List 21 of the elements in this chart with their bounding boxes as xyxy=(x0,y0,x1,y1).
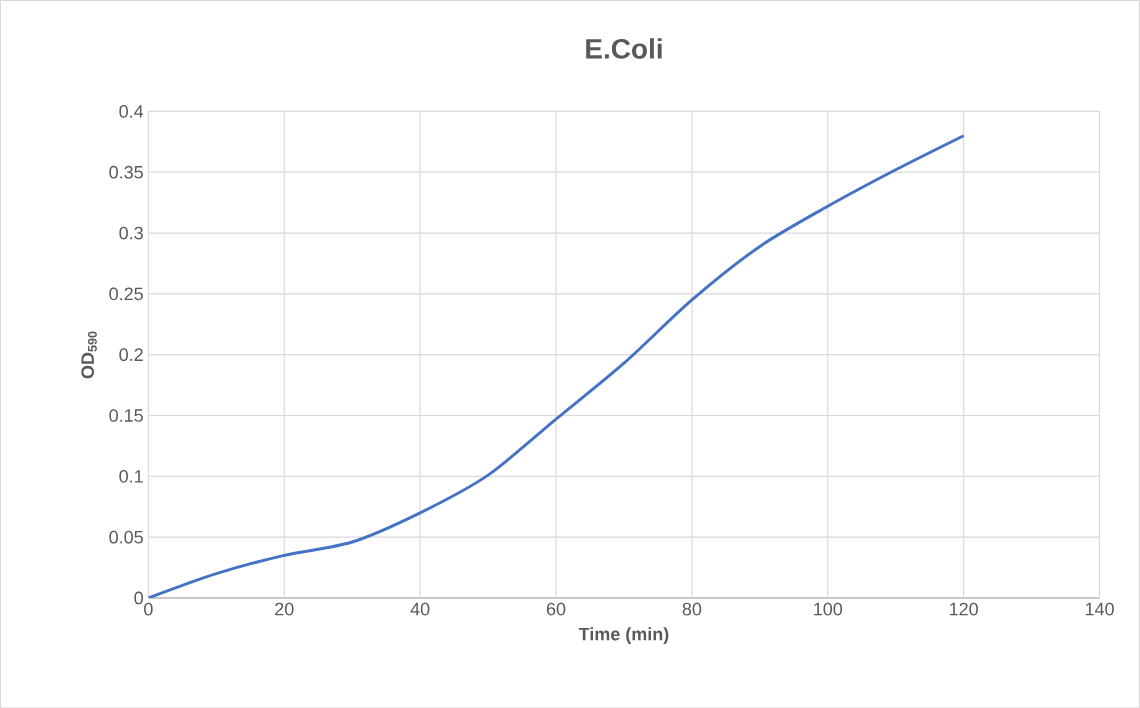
x-axis-title: Time (min) xyxy=(578,627,669,644)
x-tick-label: 40 xyxy=(410,602,430,616)
line-series xyxy=(148,134,966,598)
y-tick-label: 0.15 xyxy=(109,408,143,422)
x-tick-label: 80 xyxy=(682,602,702,616)
chart-title: E.Coli xyxy=(586,38,662,59)
x-tick-label: 60 xyxy=(546,602,566,616)
y-tick-label: 0 xyxy=(134,591,143,605)
x-tick-label: 120 xyxy=(950,602,978,616)
y-tick-label: 0.4 xyxy=(119,104,144,118)
y-tick-label: 0.2 xyxy=(119,348,143,361)
y-tick-label: 0.25 xyxy=(109,287,143,301)
x-tick-label: 100 xyxy=(814,602,843,616)
x-tick-label: 20 xyxy=(275,602,294,616)
x-tick-label: 140 xyxy=(1085,602,1114,616)
y-tick-label: 0.35 xyxy=(109,165,143,179)
y-tick-label: 0.3 xyxy=(119,226,143,240)
y-tick-label: 0.1 xyxy=(119,469,143,483)
y-tick-label: 0.05 xyxy=(109,530,143,544)
y-axis-title: OD$_{590}$ xyxy=(81,331,97,379)
x-tick-label: 0 xyxy=(144,602,153,616)
